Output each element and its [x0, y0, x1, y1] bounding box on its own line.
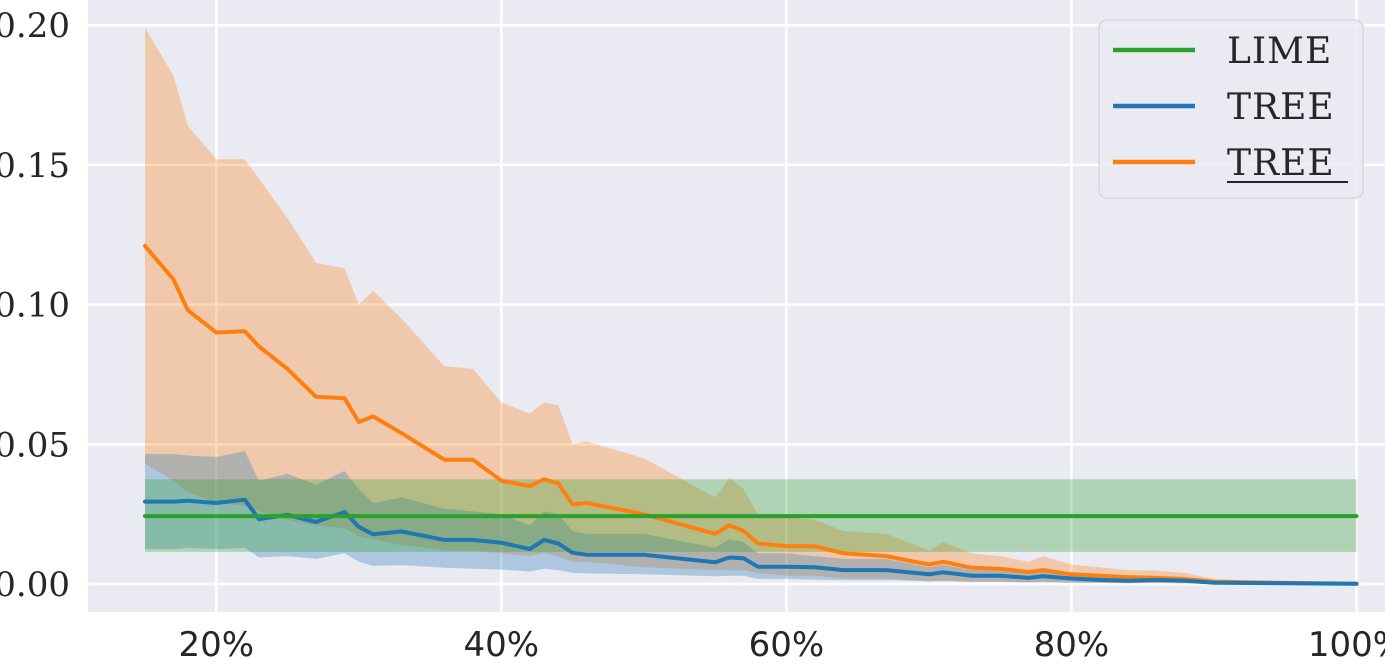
- y-tick-label: 0.15: [0, 146, 70, 186]
- legend-label: TREE: [1227, 87, 1335, 128]
- legend-label: LIME: [1227, 31, 1332, 72]
- x-tick-label: 100%: [1308, 625, 1385, 665]
- series-lines: [143, 243, 1359, 586]
- band-tree-1: [145, 451, 1357, 585]
- y-tick-label: 0.00: [0, 565, 70, 605]
- x-tick-label: 80%: [1034, 625, 1110, 665]
- line-tree-1: [143, 497, 1359, 586]
- line-tree-0: [143, 243, 1359, 586]
- y-tick-label: 0.10: [0, 286, 70, 326]
- legend: LIME TREE TREE: [1098, 19, 1364, 199]
- x-tick-label: 40%: [464, 625, 540, 665]
- legend-box: [1098, 19, 1364, 199]
- legend-label: TREE: [1227, 143, 1335, 184]
- band-tree-0: [145, 27, 1357, 585]
- y-tick-label: 0.20: [0, 6, 70, 46]
- x-tick-label: 60%: [749, 625, 825, 665]
- x-axis-ticks: 20% 40% 60% 80% 100%: [178, 625, 1385, 665]
- x-tick-label: 20%: [178, 625, 254, 665]
- y-axis-ticks: 0.00 0.05 0.10 0.15 0.20: [0, 6, 70, 605]
- y-tick-label: 0.05: [0, 425, 70, 465]
- grid-lines: [88, 0, 1385, 612]
